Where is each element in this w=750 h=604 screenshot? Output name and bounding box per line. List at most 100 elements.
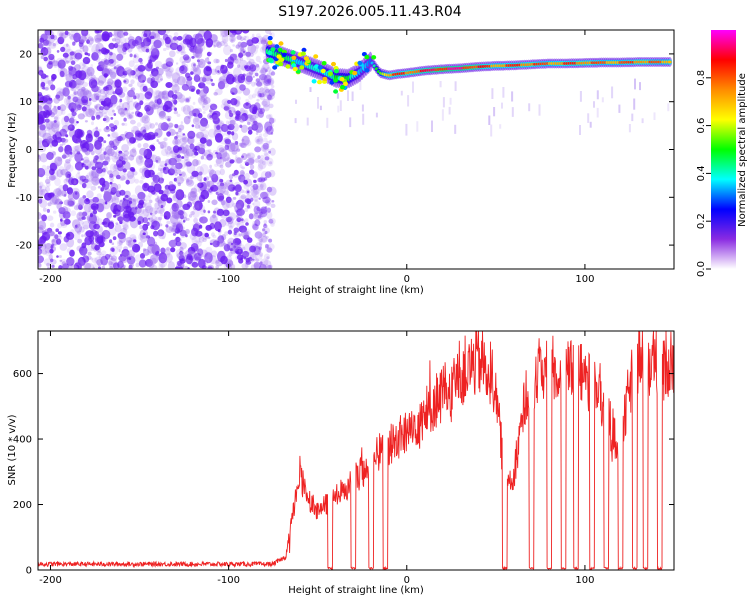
noise-speckle [258, 208, 268, 218]
noise-speckle [79, 47, 85, 53]
noise-speckle [197, 182, 204, 188]
spectrogram-y-tick-label: 10 [19, 97, 32, 108]
spectrogram-content [38, 30, 673, 269]
noise-speckle [115, 35, 122, 44]
noise-speckle [90, 161, 95, 167]
noise-speckle [133, 239, 137, 243]
noise-speckle [93, 156, 97, 161]
noise-speckle [60, 46, 66, 53]
noise-speckle [162, 104, 169, 112]
noise-speckle [188, 195, 192, 199]
noise-speckle [38, 247, 43, 256]
noise-speckle [58, 146, 64, 153]
noise-speckle [229, 248, 234, 252]
noise-speckle [118, 199, 128, 207]
noise-speckle [155, 159, 159, 163]
noise-speckle [96, 32, 103, 41]
ridge-fragment [352, 70, 358, 76]
noise-speckle [38, 181, 44, 188]
noise-speckle [46, 181, 51, 188]
noise-speckle [267, 77, 275, 86]
ridge-fragment [317, 65, 323, 70]
noise-speckle [121, 251, 130, 260]
noise-speckle [121, 144, 129, 152]
noise-speckle [203, 177, 207, 182]
spectral-streak [628, 124, 631, 133]
noise-speckle [184, 34, 193, 45]
noise-speckle [129, 148, 137, 158]
noise-speckle [141, 225, 147, 233]
noise-speckle [153, 230, 159, 237]
noise-speckle [166, 131, 172, 137]
noise-speckle [73, 57, 80, 62]
noise-speckle [246, 55, 251, 61]
noise-speckle [254, 199, 258, 203]
noise-speckle [135, 262, 140, 268]
noise-speckle [73, 149, 80, 158]
noise-speckle [232, 173, 236, 177]
noise-speckle [51, 264, 55, 268]
noise-speckle [48, 174, 56, 181]
noise-speckle [38, 105, 43, 112]
noise-speckle [263, 104, 270, 112]
noise-speckle [60, 218, 63, 222]
noise-speckle [204, 123, 210, 129]
noise-speckle [157, 37, 165, 47]
noise-speckle [59, 104, 67, 112]
noise-speckle [147, 217, 151, 220]
noise-speckle [107, 197, 114, 203]
noise-speckle [111, 109, 115, 113]
noise-speckle [216, 208, 225, 216]
noise-speckle [219, 181, 228, 190]
noise-speckle [69, 119, 74, 124]
noise-speckle [240, 46, 245, 52]
noise-speckle [267, 149, 271, 153]
noise-speckle [148, 48, 152, 51]
noise-speckle [77, 258, 85, 267]
noise-speckle [206, 139, 213, 147]
noise-speckle [197, 112, 203, 119]
noise-speckle [97, 152, 106, 160]
noise-speckle [245, 51, 252, 57]
noise-speckle [262, 132, 269, 138]
spectral-streak [493, 107, 496, 117]
noise-speckle [193, 63, 196, 67]
noise-speckle [232, 170, 239, 178]
noise-speckle [216, 41, 222, 48]
noise-speckle [216, 152, 222, 160]
noise-speckle [161, 90, 170, 100]
noise-speckle [224, 58, 228, 63]
noise-speckle [42, 132, 52, 141]
ridge-fragment [317, 79, 322, 85]
noise-speckle [94, 37, 102, 44]
noise-speckle [108, 59, 114, 64]
noise-speckle [223, 104, 231, 112]
noise-speckle [203, 152, 208, 156]
noise-speckle [271, 85, 275, 88]
noise-speckle [159, 144, 165, 150]
noise-speckle [262, 142, 269, 150]
noise-speckle [58, 265, 63, 269]
noise-speckle [211, 103, 217, 110]
noise-speckle [98, 49, 102, 52]
spectral-streak [317, 97, 319, 109]
spectral-streak [362, 113, 365, 125]
noise-speckle [66, 248, 72, 253]
noise-speckle [90, 257, 93, 261]
noise-speckle [40, 81, 46, 88]
noise-speckle [198, 147, 206, 155]
noise-speckle [67, 94, 76, 105]
noise-speckle [127, 242, 133, 248]
noise-speckle [150, 154, 155, 160]
noise-speckle [226, 193, 231, 197]
noise-speckle [144, 202, 152, 211]
spectral-streak [501, 102, 503, 109]
noise-speckle [193, 67, 201, 76]
noise-speckle [66, 187, 74, 195]
noise-speckle [263, 79, 272, 86]
noise-speckle [229, 33, 235, 39]
noise-speckle [112, 208, 119, 215]
noise-speckle [139, 196, 145, 202]
noise-speckle [85, 174, 89, 179]
noise-speckle [59, 70, 65, 78]
